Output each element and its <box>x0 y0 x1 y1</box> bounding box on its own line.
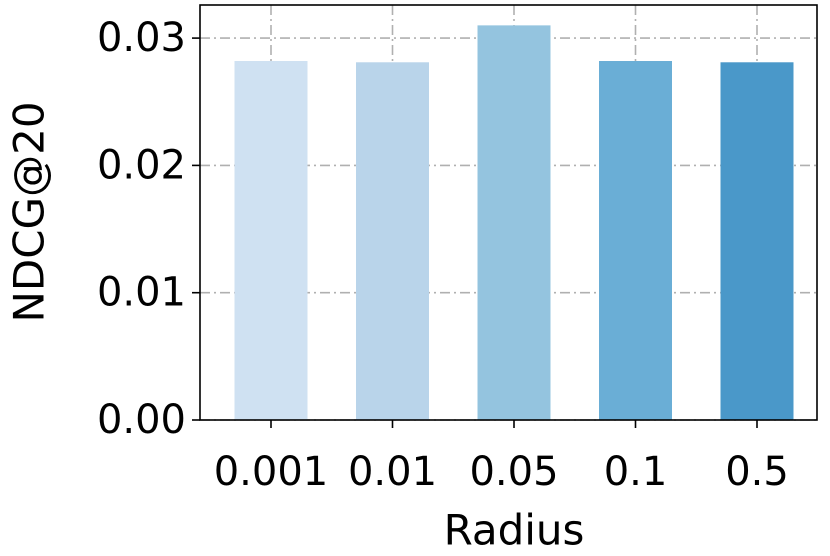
x-tick-label: 0.05 <box>469 449 558 495</box>
y-tick-label: 0.01 <box>97 270 186 316</box>
x-tick-label: 0.1 <box>604 449 668 495</box>
plot-frame <box>199 4 818 421</box>
bar <box>720 62 794 420</box>
y-axis-label: NDCG@20 <box>5 101 54 322</box>
x-tick-label: 0.5 <box>725 449 789 495</box>
bar <box>477 25 551 420</box>
y-tick-label: 0.00 <box>97 397 186 443</box>
x-tick-label: 0.01 <box>348 449 437 495</box>
bar <box>356 62 429 420</box>
y-tick-label: 0.03 <box>97 15 186 61</box>
x-tick-label: 0.001 <box>214 449 329 495</box>
x-axis-label: Radius <box>444 506 585 555</box>
bar <box>234 61 308 420</box>
y-tick-label: 0.02 <box>97 142 186 188</box>
bar <box>599 61 672 420</box>
